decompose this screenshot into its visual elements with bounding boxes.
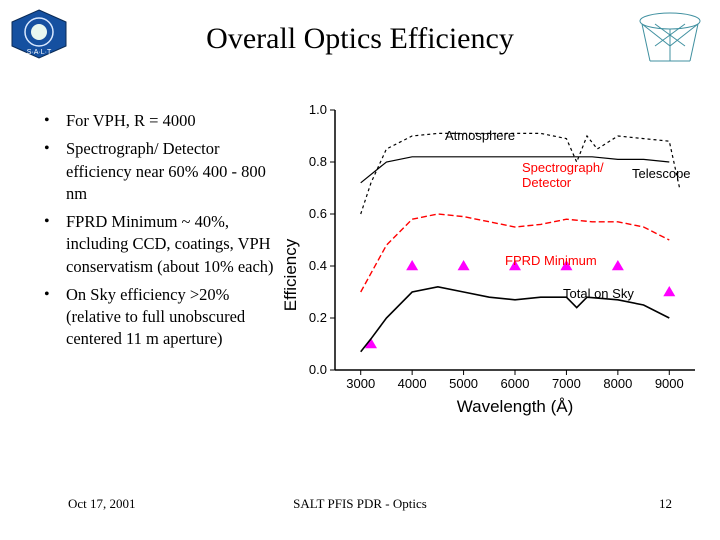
svg-text:6000: 6000	[501, 376, 530, 391]
svg-text:5000: 5000	[449, 376, 478, 391]
bullet-list: For VPH, R = 4000 Spectrograph/ Detector …	[42, 110, 287, 357]
svg-text:Total on Sky: Total on Sky	[563, 286, 634, 301]
svg-text:0.6: 0.6	[309, 206, 327, 221]
efficiency-chart: 0.0 0.2 0.4 0.6 0.8 1.0 3000 4000 5000 6000 7000 80…	[280, 100, 710, 425]
footer-center: SALT PFIS PDR - Optics	[0, 496, 720, 512]
svg-text:Wavelength (Å): Wavelength (Å)	[457, 397, 574, 416]
svg-text:0.4: 0.4	[309, 258, 327, 273]
svg-text:0.2: 0.2	[309, 310, 327, 325]
svg-text:1.0: 1.0	[309, 102, 327, 117]
svg-text:3000: 3000	[346, 376, 375, 391]
svg-text:0.8: 0.8	[309, 154, 327, 169]
svg-text:Atmosphere: Atmosphere	[445, 128, 515, 143]
svg-text:8000: 8000	[603, 376, 632, 391]
svg-text:Efficiency: Efficiency	[281, 238, 300, 311]
footer-page: 12	[659, 496, 672, 512]
slide-title: Overall Optics Efficiency	[0, 22, 720, 56]
svg-text:FPRD Minimum: FPRD Minimum	[505, 253, 597, 268]
svg-text:Detector: Detector	[522, 175, 572, 190]
bullet-item: On Sky efficiency >20% (relative to full…	[42, 284, 287, 351]
svg-text:7000: 7000	[552, 376, 581, 391]
svg-text:0.0: 0.0	[309, 362, 327, 377]
bullet-item: Spectrograph/ Detector efficiency near 6…	[42, 138, 287, 205]
bullet-item: FPRD Minimum ~ 40%, including CCD, coati…	[42, 211, 287, 278]
svg-text:Spectrograph/: Spectrograph/	[522, 160, 604, 175]
svg-text:Telescope: Telescope	[632, 166, 691, 181]
svg-text:4000: 4000	[398, 376, 427, 391]
svg-text:9000: 9000	[655, 376, 684, 391]
bullet-item: For VPH, R = 4000	[42, 110, 287, 132]
